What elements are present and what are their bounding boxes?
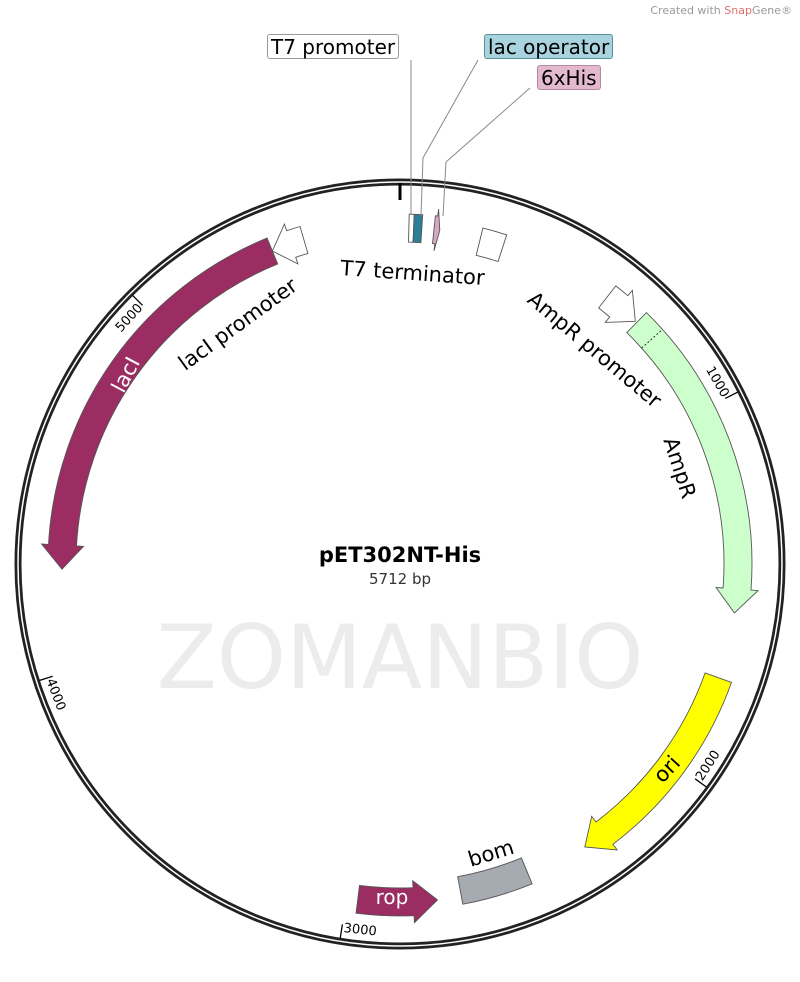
tick-mark (132, 294, 143, 306)
tick-mark (725, 391, 739, 399)
backbone-inner (17, 181, 783, 947)
lac-operator-callout: lac operator (484, 34, 614, 59)
feature-ampr[interactable] (626, 311, 760, 614)
his-tag-callout: 6xHis (537, 65, 601, 90)
tick-mark (694, 778, 707, 788)
tick-mark (339, 924, 344, 939)
feature-ori[interactable] (584, 672, 733, 851)
feature-his-tag[interactable] (432, 209, 441, 251)
plasmid-length: 5712 bp (369, 570, 431, 588)
feature-ampr-promoter[interactable] (597, 285, 636, 323)
feature-bom[interactable] (457, 857, 533, 905)
ampr-label: AmpR (659, 434, 701, 501)
credit-brand: Snap (724, 4, 752, 17)
feature-laci[interactable] (40, 237, 279, 570)
his-tag-callout-line (442, 87, 531, 217)
rop-label: rop (376, 885, 409, 909)
feature-laci-promoter[interactable] (271, 222, 309, 265)
feature-lac-operator[interactable] (412, 213, 424, 244)
lac-operator-callout-line (420, 59, 479, 217)
watermark: ZOMANBIO (156, 606, 643, 709)
t7-terminator-label: T7 terminator (339, 256, 486, 290)
credit-brand-suffix: Gene® (751, 4, 792, 17)
ampr-signal-divider (641, 329, 663, 349)
t7-promoter-callout: T7 promoter (267, 34, 400, 59)
feature-t7-terminator[interactable] (475, 227, 508, 263)
tick-mark (39, 675, 53, 682)
feature-rop[interactable] (355, 879, 439, 924)
credit-prefix: Created with (650, 4, 725, 17)
plasmid-name: pET302NT-His (319, 543, 481, 567)
snapgene-credit: Created with SnapGene® (650, 4, 792, 17)
tick-label: 3000 (343, 921, 378, 939)
